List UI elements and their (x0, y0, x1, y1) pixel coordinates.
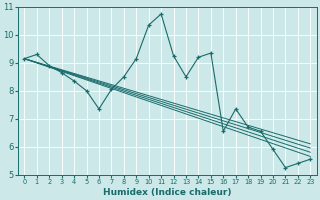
X-axis label: Humidex (Indice chaleur): Humidex (Indice chaleur) (103, 188, 232, 197)
